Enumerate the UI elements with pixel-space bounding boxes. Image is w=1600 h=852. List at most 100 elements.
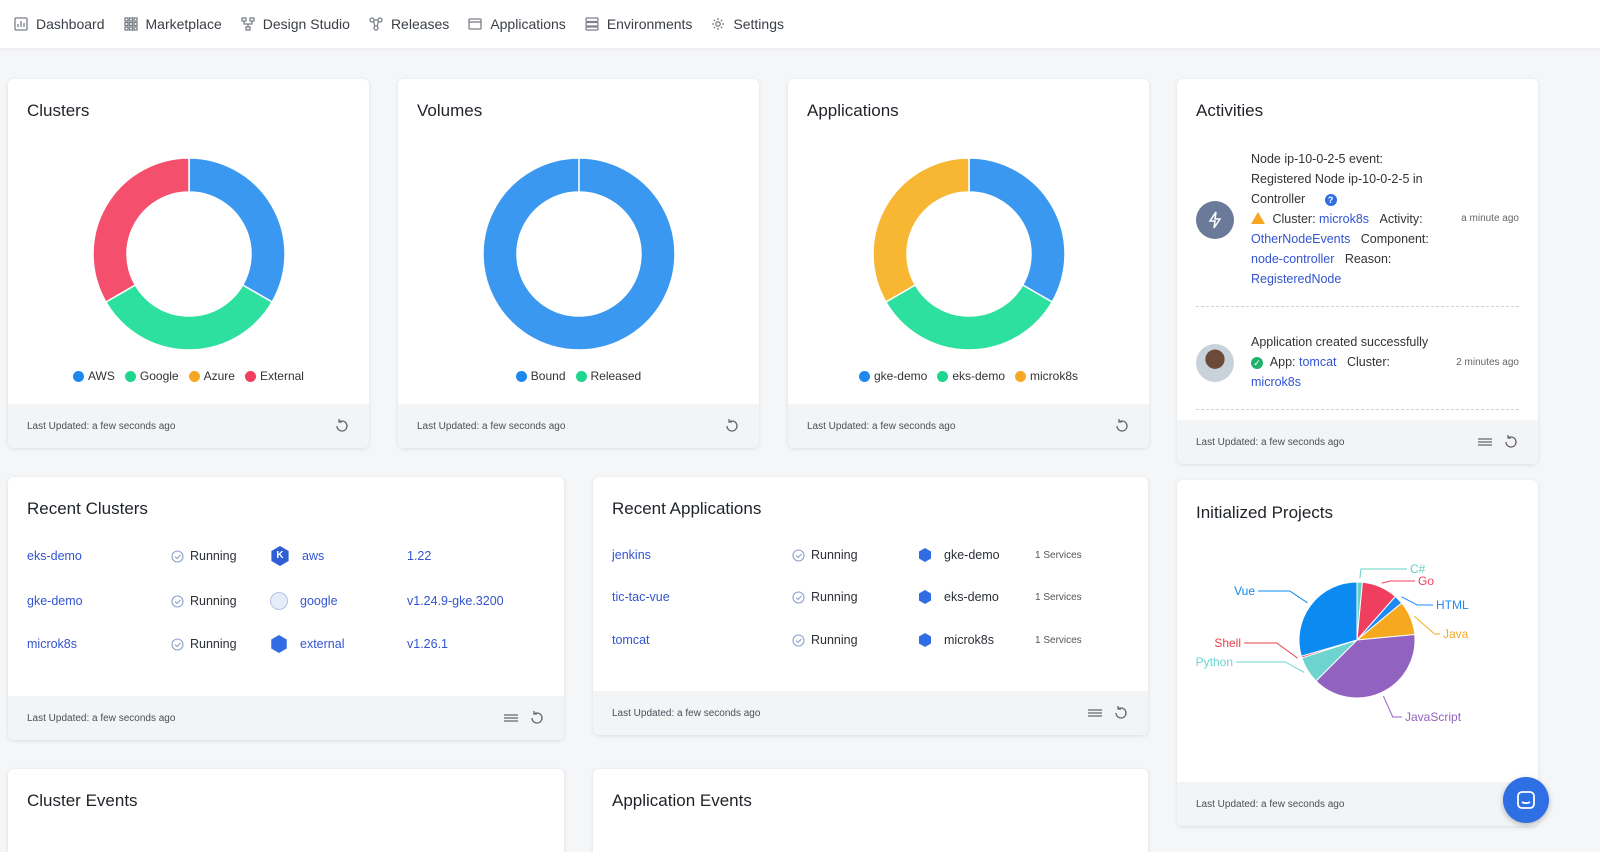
provider-link[interactable]: external [300, 637, 345, 651]
last-updated-text: Last Updated: a few seconds ago [27, 420, 176, 432]
last-updated-text: Last Updated: a few seconds ago [807, 420, 956, 432]
check-circle-icon [171, 594, 184, 608]
cluster-link[interactable]: microk8s [1319, 212, 1370, 226]
nav-environments[interactable]: Environments [585, 16, 692, 32]
refresh-icon[interactable] [1114, 418, 1130, 434]
list-icon[interactable] [503, 710, 519, 726]
card-footer: Last Updated: a few seconds ago [593, 691, 1148, 735]
card-title: Volumes [417, 101, 483, 120]
clusters-donut-chart [91, 157, 286, 351]
donut-slice-bound[interactable] [481, 157, 676, 351]
pie-slice-vue[interactable] [1298, 581, 1358, 657]
refresh-icon[interactable] [1503, 434, 1519, 450]
applications-donut-chart [871, 157, 1066, 351]
help-icon[interactable]: ? [1324, 194, 1337, 206]
nav-settings[interactable]: Settings [711, 16, 784, 32]
legend-item-microk8s[interactable]: microk8s [1015, 369, 1078, 383]
divider [1196, 306, 1519, 307]
donut-slice-aws[interactable] [187, 157, 286, 304]
applications-card: Applications gke-demo eks-demo microk8s … [788, 79, 1149, 448]
table-row: tic-tac-vue Running eks-demo 1 Services [612, 586, 1129, 608]
pie-slice-javascript[interactable] [1315, 633, 1416, 699]
legend-label: gke-demo [873, 369, 928, 383]
card-footer: Last Updated: a few seconds ago [398, 404, 759, 448]
legend-swatch [575, 370, 587, 382]
cluster-name-link[interactable]: eks-demo [27, 549, 82, 563]
app-name-link[interactable]: tomcat [612, 633, 650, 647]
cluster-link[interactable]: microk8s [1251, 375, 1302, 389]
list-icon[interactable] [1087, 705, 1103, 721]
list-icon[interactable] [1477, 434, 1493, 450]
last-updated-text: Last Updated: a few seconds ago [27, 712, 176, 724]
cluster-name: gke-demo [944, 548, 1000, 562]
activity-line: Registered Node ip-10-0-2-5 in [1251, 172, 1423, 186]
services-count: 1 Services [1035, 591, 1082, 603]
nav-releases[interactable]: Releases [369, 16, 449, 32]
legend-item-gke-demo[interactable]: gke-demo [858, 369, 928, 383]
legend-swatch [515, 370, 527, 382]
provider-link[interactable]: google [300, 594, 338, 608]
pie-label: C# [1410, 562, 1426, 576]
kubernetes-icon [918, 633, 932, 647]
refresh-icon[interactable] [529, 710, 545, 726]
clusters-card: Clusters AWS Google Azure External Last … [8, 79, 369, 448]
activity-link[interactable]: OtherNodeEvents [1251, 232, 1351, 246]
pie-leader-line [1381, 580, 1415, 584]
pie-leader-line [1244, 642, 1299, 659]
version-link[interactable]: v1.24.9-gke.3200 [407, 594, 504, 608]
legend-item-bound[interactable]: Bound [515, 369, 566, 383]
legend-item-google[interactable]: Google [124, 369, 179, 383]
legend-item-azure[interactable]: Azure [188, 369, 235, 383]
refresh-icon[interactable] [724, 418, 740, 434]
app-name-link[interactable]: tic-tac-vue [612, 590, 670, 604]
donut-slice-google[interactable] [104, 283, 273, 351]
pie-leader-line [1236, 661, 1305, 673]
donut-slice-microk8s[interactable] [871, 157, 970, 304]
version-link[interactable]: v1.26.1 [407, 637, 449, 651]
initialized-projects-card: Initialized Projects C# Go HTML Java JavaScr… [1177, 480, 1538, 826]
pie-label: JavaScript [1405, 710, 1462, 724]
cluster-label: Cluster: [1272, 212, 1316, 226]
nav-dashboard[interactable]: Dashboard [14, 16, 105, 32]
status-text: Running [811, 548, 858, 562]
legend-label: AWS [88, 369, 115, 383]
nav-applications[interactable]: Applications [468, 16, 566, 32]
app-label: App: [1269, 355, 1296, 369]
legend-item-aws[interactable]: AWS [73, 369, 115, 383]
legend-item-released[interactable]: Released [575, 369, 641, 383]
component-link[interactable]: node-controller [1251, 252, 1335, 266]
pie-leader-line [1258, 590, 1308, 604]
refresh-icon[interactable] [334, 418, 350, 434]
chat-button[interactable] [1503, 777, 1549, 823]
legend-label: Azure [203, 369, 235, 383]
refresh-icon[interactable] [1113, 705, 1129, 721]
pie-leader-line [1413, 615, 1440, 635]
app-link[interactable]: tomcat [1299, 355, 1337, 369]
kubernetes-icon [271, 635, 287, 653]
nav-design-studio[interactable]: Design Studio [241, 16, 350, 32]
legend-label: eks-demo [952, 369, 1006, 383]
donut-slice-gke-demo[interactable] [967, 157, 1066, 304]
reason-link[interactable]: RegisteredNode [1251, 272, 1342, 286]
card-title: Clusters [27, 101, 90, 120]
cluster-name-link[interactable]: microk8s [27, 637, 78, 651]
cluster-name-link[interactable]: gke-demo [27, 594, 83, 608]
legend-item-external[interactable]: External [244, 369, 304, 383]
legend-item-eks-demo[interactable]: eks-demo [937, 369, 1005, 383]
activity-line: Node ip-10-0-2-5 event: [1251, 152, 1384, 166]
version-link[interactable]: 1.22 [407, 549, 432, 563]
card-title: Cluster Events [27, 791, 138, 810]
check-circle-icon [171, 637, 184, 651]
table-row: microk8s Running external v1.26.1 [27, 633, 545, 655]
last-updated-text: Last Updated: a few seconds ago [1196, 436, 1345, 448]
app-name-link[interactable]: jenkins [612, 548, 651, 562]
volumes-donut-chart [481, 157, 676, 351]
donut-slice-eks-demo[interactable] [884, 283, 1053, 351]
recent-applications-card: Recent Applications jenkins Running gke-… [593, 477, 1148, 735]
donut-slice-external[interactable] [91, 157, 190, 304]
provider-link[interactable]: aws [302, 549, 325, 563]
nav-marketplace[interactable]: Marketplace [123, 16, 222, 32]
pie-label: Java [1443, 627, 1469, 641]
legend-swatch [124, 370, 136, 382]
